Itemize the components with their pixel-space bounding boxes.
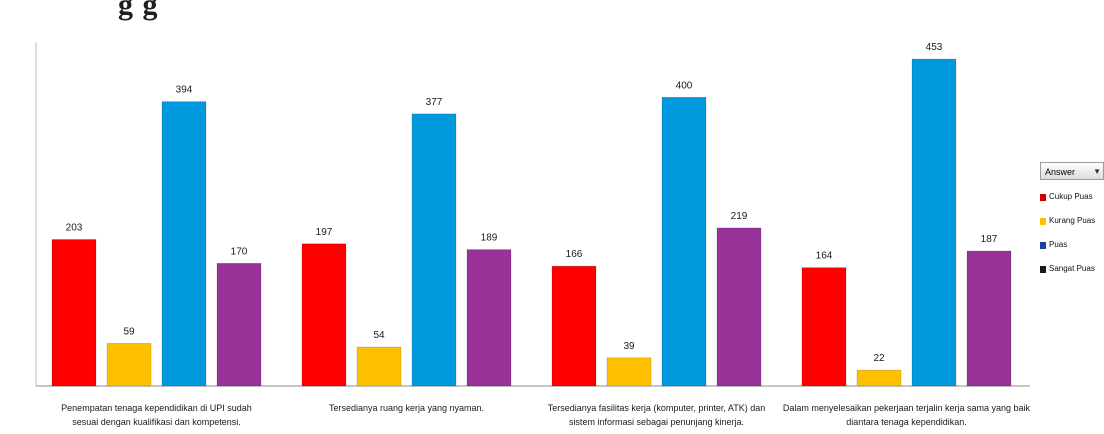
category-label: Tersedianya fasilitas kerja (komputer, p… — [548, 403, 765, 427]
data-label: 203 — [66, 222, 83, 233]
legend-item: Sangat Puas — [1040, 262, 1104, 276]
bar — [216, 263, 262, 387]
data-label: 377 — [426, 97, 443, 108]
data-label: 219 — [731, 211, 748, 222]
category-label: Dalam menyelesaikan pekerjaan terjalin k… — [783, 403, 1031, 427]
bar — [801, 267, 847, 387]
bar — [716, 227, 762, 387]
data-label: 187 — [981, 234, 998, 245]
data-label: 164 — [816, 251, 833, 262]
category-label-line: Penempatan tenaga kependidikan di UPI su… — [61, 403, 252, 413]
category-label-line: sesuai dengan kualifikasi dan kompetensi… — [72, 417, 241, 427]
legend-item: Puas — [1040, 238, 1104, 252]
legend-swatch — [1040, 265, 1046, 273]
bar — [966, 250, 1012, 387]
data-label: 59 — [123, 326, 135, 337]
legend-item: Kurang Puas — [1040, 214, 1104, 228]
data-label: 400 — [676, 80, 693, 91]
bar — [356, 346, 402, 387]
legend-swatch — [1040, 217, 1046, 225]
data-label: 170 — [231, 246, 248, 257]
legend-label: Puas — [1049, 240, 1068, 249]
legend-swatch — [1040, 241, 1046, 249]
legend-swatch — [1040, 193, 1046, 201]
category-label-line: Tersedianya ruang kerja yang nyaman. — [329, 403, 484, 413]
dropdown-arrow-icon[interactable]: ▼ — [1093, 167, 1101, 176]
bar — [466, 249, 512, 387]
page-heading-fragment: g g — [118, 0, 159, 21]
bar — [51, 239, 97, 387]
bar — [106, 343, 152, 387]
chart-legend: Answer ▼ Cukup Puas Kurang Puas Puas Sangat… — [1040, 162, 1104, 312]
category-label-line: Tersedianya fasilitas kerja (komputer, p… — [548, 403, 765, 413]
category-label-line: sistem informasi sebagai penunjang kiner… — [569, 417, 744, 427]
bar — [301, 243, 347, 387]
legend-title: Answer — [1045, 167, 1076, 177]
category-label: Penempatan tenaga kependidikan di UPI su… — [61, 403, 252, 427]
legend-label: Cukup Puas — [1049, 192, 1093, 201]
bar — [606, 357, 652, 387]
legend-item: Cukup Puas — [1040, 190, 1104, 204]
bar — [551, 265, 597, 387]
data-label: 39 — [623, 341, 635, 352]
data-label: 166 — [566, 249, 583, 260]
bar — [856, 369, 902, 387]
data-label: 189 — [481, 233, 498, 244]
bar — [911, 58, 957, 387]
legend-label: Sangat Puas — [1049, 264, 1095, 273]
data-label: 453 — [926, 42, 943, 53]
data-label: 394 — [176, 85, 193, 96]
legend-filter-dropdown[interactable]: Answer ▼ — [1040, 162, 1104, 180]
data-label: 54 — [373, 330, 385, 341]
data-label: 197 — [316, 227, 333, 238]
bar — [411, 113, 457, 387]
bar — [661, 97, 707, 387]
category-label-line: Dalam menyelesaikan pekerjaan terjalin k… — [783, 403, 1031, 413]
data-label: 22 — [873, 353, 885, 364]
category-label: Tersedianya ruang kerja yang nyaman. — [329, 403, 484, 413]
bar — [161, 101, 207, 387]
category-label-line: diantara tenaga kependidikan. — [846, 417, 967, 427]
legend-label: Kurang Puas — [1049, 216, 1096, 225]
